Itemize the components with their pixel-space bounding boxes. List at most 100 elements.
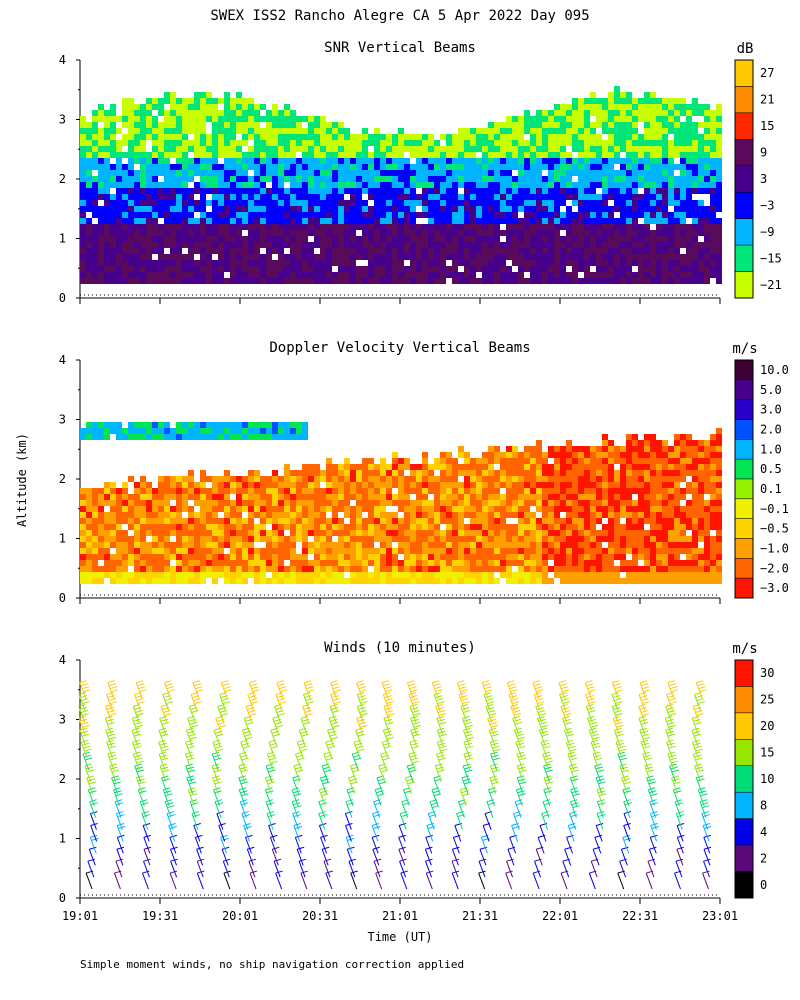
doppler-cell <box>452 572 458 578</box>
snr-cell <box>128 110 134 116</box>
snr-cell <box>92 260 98 266</box>
doppler-cell <box>560 476 566 482</box>
doppler-cell <box>602 494 608 500</box>
snr-cell <box>488 242 494 248</box>
snr-cell <box>86 122 92 128</box>
snr-cell <box>122 248 128 254</box>
doppler-cell <box>512 530 518 536</box>
snr-cell <box>464 248 470 254</box>
snr-cell <box>200 188 206 194</box>
snr-cell <box>152 212 158 218</box>
doppler-cell <box>626 470 632 476</box>
snr-cell <box>650 110 656 116</box>
snr-cell <box>428 230 434 236</box>
snr-cell <box>536 128 542 134</box>
snr-cell <box>416 176 422 182</box>
colorbar-label: 9 <box>760 146 767 160</box>
snr-cell <box>314 122 320 128</box>
doppler-cell <box>344 524 350 530</box>
doppler-cell <box>626 548 632 554</box>
snr-cell <box>80 260 86 266</box>
snr-cell <box>104 230 110 236</box>
doppler-cell <box>326 560 332 566</box>
snr-cell <box>488 188 494 194</box>
snr-cell <box>518 248 524 254</box>
doppler-cell <box>260 530 266 536</box>
snr-cell <box>416 230 422 236</box>
snr-cell <box>128 158 134 164</box>
doppler-cell <box>464 500 470 506</box>
snr-cell <box>548 170 554 176</box>
snr-cell <box>392 182 398 188</box>
snr-cell <box>218 116 224 122</box>
doppler-cell <box>620 548 626 554</box>
snr-cell <box>320 194 326 200</box>
snr-cell <box>200 122 206 128</box>
snr-cell <box>566 128 572 134</box>
snr-cell <box>266 122 272 128</box>
snr-cell <box>488 236 494 242</box>
snr-cell <box>608 176 614 182</box>
snr-cell <box>518 164 524 170</box>
snr-cell <box>566 140 572 146</box>
snr-cell <box>470 140 476 146</box>
snr-cell <box>296 200 302 206</box>
snr-cell <box>488 260 494 266</box>
doppler-cell <box>344 476 350 482</box>
snr-cell <box>656 146 662 152</box>
snr-cell <box>692 164 698 170</box>
doppler-cell <box>176 548 182 554</box>
doppler-cell <box>140 494 146 500</box>
doppler-cell <box>152 548 158 554</box>
doppler-cell <box>332 566 338 572</box>
doppler-cell <box>224 512 230 518</box>
doppler-cell <box>404 572 410 578</box>
snr-cell <box>362 242 368 248</box>
snr-cell <box>704 122 710 128</box>
doppler-cell <box>440 452 446 458</box>
doppler-cell <box>548 524 554 530</box>
doppler-cell <box>590 560 596 566</box>
doppler-cell <box>398 506 404 512</box>
doppler-cell <box>518 572 524 578</box>
snr-cell <box>482 176 488 182</box>
snr-cell <box>236 158 242 164</box>
snr-cell <box>680 104 686 110</box>
doppler-cell <box>386 482 392 488</box>
snr-cell <box>104 146 110 152</box>
doppler-cell <box>536 470 542 476</box>
snr-cell <box>176 122 182 128</box>
doppler-cell <box>452 578 458 584</box>
doppler-cell <box>380 554 386 560</box>
snr-cell <box>434 140 440 146</box>
doppler-cell <box>140 512 146 518</box>
snr-cell <box>206 266 212 272</box>
doppler-cell <box>308 500 314 506</box>
doppler-cell <box>242 578 248 584</box>
snr-cell <box>392 140 398 146</box>
doppler-cell <box>512 536 518 542</box>
snr-cell <box>656 98 662 104</box>
snr-cell <box>236 278 242 284</box>
doppler-cell <box>308 476 314 482</box>
doppler-cell <box>536 560 542 566</box>
doppler-cell <box>548 566 554 572</box>
doppler-cell <box>566 560 572 566</box>
snr-cell <box>332 128 338 134</box>
doppler-cell <box>608 446 614 452</box>
snr-cell <box>128 242 134 248</box>
doppler-cell <box>518 566 524 572</box>
snr-cell <box>362 146 368 152</box>
snr-cell <box>602 206 608 212</box>
snr-cell <box>488 218 494 224</box>
snr-cell <box>650 236 656 242</box>
doppler-cell <box>446 536 452 542</box>
snr-cell <box>710 212 716 218</box>
snr-cell <box>554 134 560 140</box>
snr-cell <box>248 110 254 116</box>
snr-cell <box>524 278 530 284</box>
snr-cell <box>278 236 284 242</box>
doppler-cell <box>518 554 524 560</box>
snr-cell <box>614 158 620 164</box>
snr-cell <box>236 110 242 116</box>
